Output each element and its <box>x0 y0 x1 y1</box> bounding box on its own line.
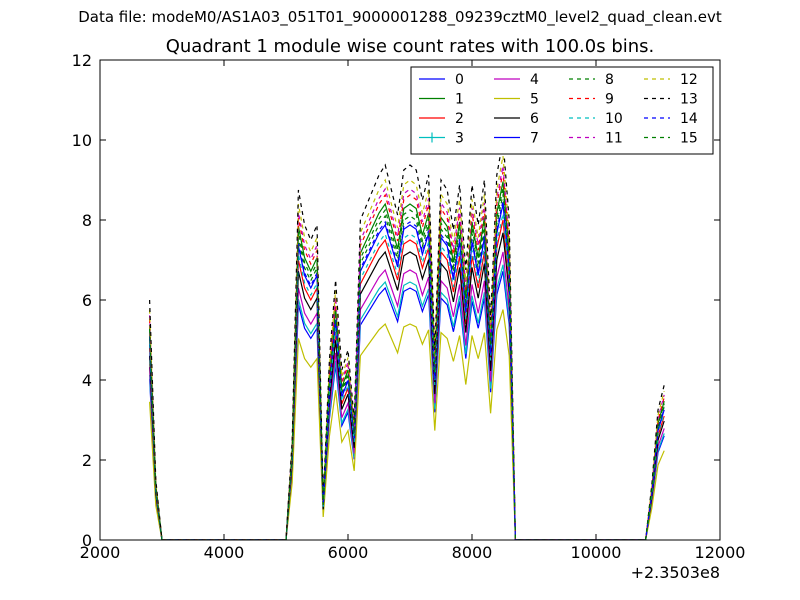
figure-suptitle: Data file: modeM0/AS1A03_051T01_90000012… <box>78 8 722 26</box>
x-tick-label: 8000 <box>452 543 493 562</box>
series-line-0 <box>149 271 665 540</box>
series-line-12 <box>149 155 665 540</box>
series-line-15 <box>149 187 665 540</box>
legend-label-12: 12 <box>680 72 698 88</box>
y-tick-label: 10 <box>72 131 92 150</box>
legend-label-9: 9 <box>605 92 614 108</box>
y-tick-label: 0 <box>82 531 92 550</box>
series-line-3 <box>149 264 665 540</box>
y-tick-label: 4 <box>82 371 92 390</box>
x-tick-label: 2000 <box>80 543 121 562</box>
legend-label-2: 2 <box>455 111 464 127</box>
y-tick-label: 2 <box>82 451 92 470</box>
legend-label-15: 15 <box>680 131 698 147</box>
legend-label-7: 7 <box>530 131 539 147</box>
series-line-7 <box>149 203 665 540</box>
legend-label-10: 10 <box>605 111 623 127</box>
legend-box <box>410 66 714 155</box>
x-axis-offset-label: +2.3503e8 <box>631 563 720 582</box>
legend-label-6: 6 <box>530 111 539 127</box>
series-line-4 <box>149 251 665 540</box>
legend-label-3: 3 <box>455 131 464 147</box>
series-line-11 <box>149 165 665 540</box>
legend-label-8: 8 <box>605 72 614 88</box>
legend-label-1: 1 <box>455 92 464 108</box>
legend-label-5: 5 <box>530 92 539 108</box>
series-line-6 <box>149 232 665 540</box>
legend-label-0: 0 <box>455 72 464 88</box>
series-line-8 <box>149 194 665 540</box>
series-line-10 <box>149 213 665 540</box>
chart-title: Quadrant 1 module wise count rates with … <box>165 36 655 57</box>
legend-label-4: 4 <box>530 72 539 88</box>
x-tick-label: 6000 <box>328 543 369 562</box>
series-layer <box>149 139 665 540</box>
series-line-13 <box>149 139 665 540</box>
legend-label-13: 13 <box>680 92 698 108</box>
x-tick-label: 4000 <box>204 543 245 562</box>
y-tick-label: 6 <box>82 291 92 310</box>
x-tick-label: 10000 <box>571 543 622 562</box>
series-line-2 <box>149 219 665 540</box>
y-tick-label: 8 <box>82 211 92 230</box>
legend-label-11: 11 <box>605 131 623 147</box>
series-line-14 <box>149 200 665 540</box>
y-tick-label: 12 <box>72 51 92 70</box>
series-line-5 <box>149 309 665 540</box>
series-line-1 <box>149 181 665 540</box>
legend-label-14: 14 <box>680 111 698 127</box>
x-tick-label: 12000 <box>695 543 746 562</box>
